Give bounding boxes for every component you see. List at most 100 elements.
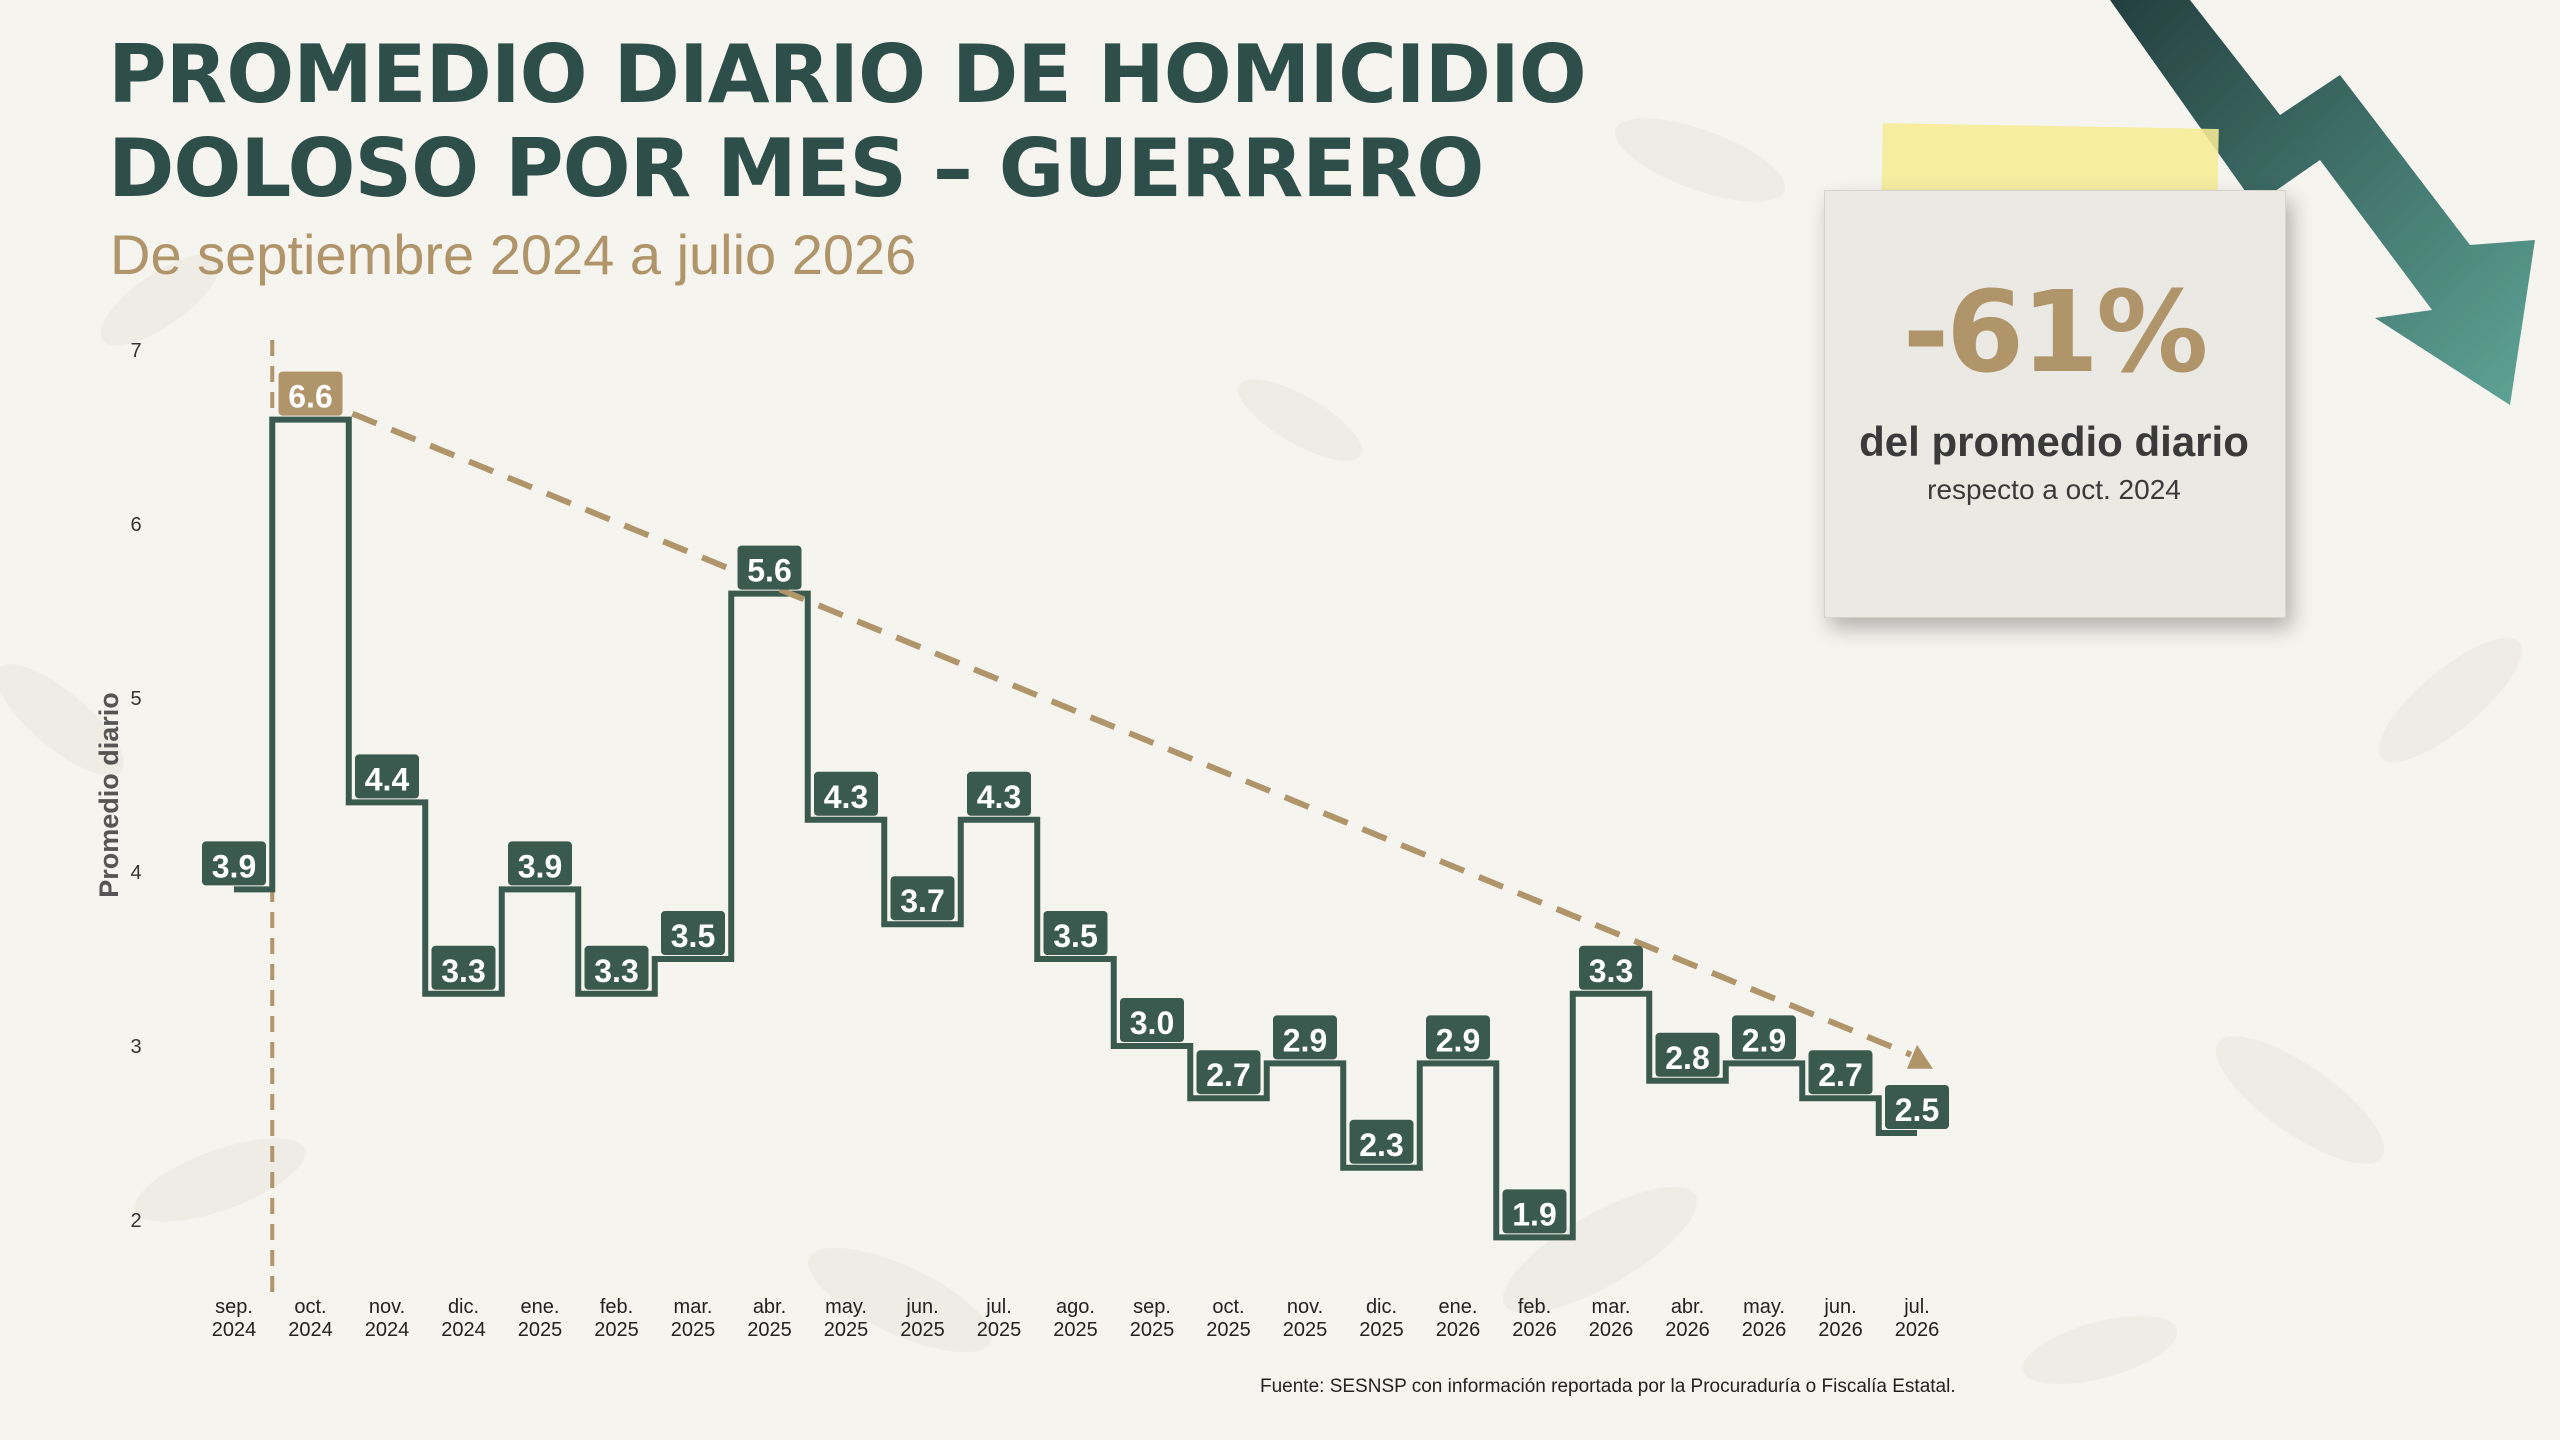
data-label: 2.9 bbox=[1742, 1022, 1786, 1058]
page-subtitle: De septiembre 2024 a julio 2026 bbox=[110, 223, 917, 286]
x-tick-label: 2026 bbox=[1742, 1319, 1787, 1341]
y-tick-label: 2 bbox=[130, 1210, 141, 1232]
x-tick-label: 2025 bbox=[977, 1319, 1022, 1341]
x-tick-label: jul. bbox=[1903, 1296, 1930, 1318]
data-label-box bbox=[508, 841, 572, 886]
x-tick-label: nov. bbox=[1287, 1296, 1323, 1318]
data-label-box bbox=[1273, 1015, 1337, 1060]
title-line-1: PROMEDIO DIARIO DE HOMICIDIO bbox=[108, 28, 1587, 121]
y-tick-label: 7 bbox=[130, 340, 141, 362]
data-label-box bbox=[1502, 1189, 1567, 1234]
x-tick-label: nov. bbox=[369, 1296, 405, 1318]
source-note: Fuente: SESNSP con información reportada… bbox=[1260, 1376, 1956, 1397]
title-line-2: DOLOSO POR MES – GUERRERO bbox=[108, 122, 1484, 215]
x-tick-label: 2025 bbox=[518, 1319, 563, 1341]
y-axis-label: Promedio diario bbox=[94, 692, 124, 898]
data-label-box bbox=[1426, 1015, 1490, 1060]
x-tick-label: 2026 bbox=[1589, 1319, 1634, 1341]
data-label: 2.5 bbox=[1895, 1092, 1939, 1128]
data-label: 2.9 bbox=[1436, 1022, 1480, 1058]
data-label: 2.3 bbox=[1359, 1127, 1403, 1163]
y-tick-label: 6 bbox=[130, 514, 141, 536]
x-tick-label: 2025 bbox=[1206, 1319, 1251, 1341]
data-label-box bbox=[967, 771, 1031, 816]
trend-line bbox=[351, 410, 1913, 1058]
data-label: 1.9 bbox=[1512, 1196, 1556, 1232]
x-tick-label: 2026 bbox=[1895, 1319, 1940, 1341]
data-label: 3.5 bbox=[1053, 918, 1097, 954]
callout-note bbox=[1824, 190, 2286, 618]
x-tick-label: 2026 bbox=[1665, 1319, 1710, 1341]
x-tick-label: feb. bbox=[600, 1296, 633, 1318]
data-label: 2.8 bbox=[1665, 1040, 1709, 1076]
x-tick-label: mar. bbox=[1592, 1296, 1631, 1318]
x-tick-label: jun. bbox=[1823, 1296, 1856, 1318]
data-label-box bbox=[1349, 1119, 1414, 1164]
x-tick-label: 2024 bbox=[441, 1319, 486, 1341]
x-tick-label: jul. bbox=[985, 1296, 1012, 1318]
x-tick-label: jun. bbox=[905, 1296, 938, 1318]
x-tick-label: 2025 bbox=[1283, 1319, 1328, 1341]
data-label: 6.6 bbox=[288, 379, 332, 415]
data-label: 3.9 bbox=[212, 848, 256, 884]
x-tick-label: abr. bbox=[753, 1296, 786, 1318]
data-label-box bbox=[1043, 911, 1108, 955]
x-tick-label: sep. bbox=[1133, 1296, 1171, 1318]
data-label: 3.3 bbox=[1589, 953, 1633, 989]
callout-percentage: -61% bbox=[1902, 268, 2209, 398]
data-label-box bbox=[1885, 1085, 1949, 1129]
data-label-box bbox=[890, 876, 955, 921]
x-tick-label: 2025 bbox=[1130, 1319, 1175, 1341]
data-label: 5.6 bbox=[747, 553, 791, 589]
data-label-box bbox=[814, 771, 878, 816]
x-tick-label: dic. bbox=[1366, 1296, 1397, 1318]
data-label: 3.7 bbox=[900, 883, 944, 919]
x-tick-label: 2024 bbox=[288, 1319, 333, 1341]
data-label: 2.9 bbox=[1283, 1022, 1327, 1058]
x-tick-label: 2026 bbox=[1818, 1319, 1863, 1341]
data-label-box bbox=[584, 945, 649, 990]
data-label-box bbox=[737, 545, 802, 590]
data-label-box bbox=[202, 841, 266, 886]
data-label: 4.4 bbox=[365, 761, 410, 797]
data-label-box bbox=[355, 754, 419, 799]
trend-arrowhead bbox=[1907, 1044, 1933, 1069]
x-tick-label: may. bbox=[825, 1296, 867, 1318]
x-tick-label: 2024 bbox=[365, 1319, 410, 1341]
data-label-box bbox=[431, 945, 496, 990]
data-label: 2.7 bbox=[1206, 1057, 1250, 1093]
x-tick-label: dic. bbox=[448, 1296, 479, 1318]
x-tick-label: 2025 bbox=[1053, 1319, 1098, 1341]
data-label: 3.9 bbox=[518, 848, 562, 884]
x-tick-label: 2024 bbox=[212, 1319, 257, 1341]
data-label-box bbox=[1579, 945, 1643, 990]
x-tick-label: ene. bbox=[521, 1296, 560, 1318]
data-label: 3.5 bbox=[671, 918, 715, 954]
callout-subcaption: respecto a oct. 2024 bbox=[1927, 474, 2181, 505]
data-label: 3.3 bbox=[441, 953, 485, 989]
data-label: 4.3 bbox=[977, 779, 1021, 815]
x-tick-label: 2025 bbox=[747, 1319, 792, 1341]
callout-caption: del promedio diario bbox=[1859, 418, 2249, 465]
x-tick-label: oct. bbox=[1212, 1296, 1244, 1318]
y-tick-label: 3 bbox=[130, 1036, 141, 1058]
x-tick-label: 2025 bbox=[824, 1319, 869, 1341]
data-label: 3.3 bbox=[594, 953, 638, 989]
data-label-box bbox=[661, 911, 725, 955]
x-tick-label: mar. bbox=[674, 1296, 713, 1318]
x-tick-label: 2025 bbox=[900, 1319, 945, 1341]
x-tick-label: ago. bbox=[1056, 1296, 1095, 1318]
page-title: PROMEDIO DIARIO DE HOMICIDIO DOLOSO POR … bbox=[108, 28, 1587, 216]
data-label-box bbox=[1732, 1015, 1796, 1060]
x-tick-label: 2025 bbox=[594, 1319, 639, 1341]
x-tick-label: 2026 bbox=[1436, 1319, 1481, 1341]
series-step-line bbox=[234, 416, 1917, 1241]
data-label: 4.3 bbox=[824, 779, 868, 815]
data-label-box bbox=[1808, 1050, 1873, 1095]
x-tick-label: 2025 bbox=[1359, 1319, 1404, 1341]
x-tick-label: sep. bbox=[215, 1296, 253, 1318]
data-label-box bbox=[278, 371, 343, 416]
